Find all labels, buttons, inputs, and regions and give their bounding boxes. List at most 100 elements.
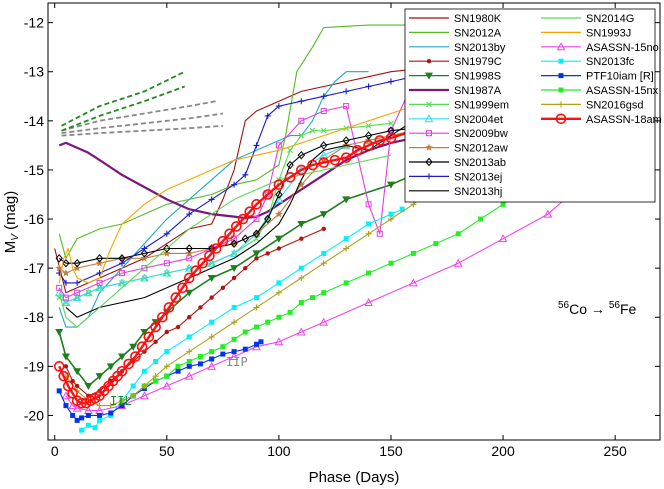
point-asassn-18am [157,311,168,323]
point-ptf10iam-r [186,363,192,369]
point-asassn-15no [140,391,149,400]
point-sn1998s [55,328,64,336]
point-sn2016gsd [253,304,260,311]
point-asassn-18am [284,172,296,183]
legend-label-ptf10iam-r: PTF10iam [R] [586,71,654,83]
point-sn1979c [231,275,237,281]
legend-label-sn1980k: SN1980K [454,13,502,25]
point-sn1998s [252,250,261,258]
point-ptf10iam-r [242,346,248,352]
point-sn2013ej [343,88,350,95]
point-sn2013fc [141,368,147,374]
point-sn1979c [153,339,158,344]
point-sn1979c [187,315,192,320]
legend-marker-sn1998s [425,72,433,80]
point-sn1979c [175,324,181,330]
point-sn2013ej [298,98,305,105]
point-sn2016gsd [118,397,125,404]
point-sn1979c [299,236,304,241]
legend-item-asassn-15no: ASASSN-15no [541,42,659,54]
fe-sup: 56 [609,300,621,311]
point-asassn-18am [307,159,318,171]
point-sn2013ab [275,190,283,199]
point-asassn-15nx [197,354,203,360]
point-asassn-15no [296,327,306,336]
legend-marker-sn1979c [426,59,432,64]
point-sn2012aw [73,264,81,272]
point-sn2013ab [230,239,238,248]
co-arrow: → [587,301,609,317]
point-sn2013ab [364,131,373,140]
legend-label-sn2013by: SN2013by [454,42,506,54]
point-sn2013fc [186,334,192,340]
legend-label-sn2004et: SN2004et [454,114,503,126]
point-sn2016gsd [320,260,327,267]
point-sn2013fc [399,206,405,212]
point-sn2013ej [242,171,249,178]
point-sn2013fc [321,250,327,256]
point-asassn-18am [224,228,235,240]
point-sn2004et [95,283,104,292]
point-asassn-15nx [455,231,461,237]
y-tick-label: -20 [24,407,44,423]
legend-marker-sn2013fc [558,58,564,64]
legend-label-sn2013fc: SN2013fc [586,56,635,68]
legend-marker-sn2013ej [426,173,432,180]
legend-item-sn1993j: SN1993J [541,27,631,39]
point-asassn-18am [262,189,273,200]
point-ptf10iam-r [258,339,264,345]
point-asassn-18am [58,370,69,382]
point-asassn-15nx [209,349,215,355]
point-sn2016gsd [152,373,159,380]
point-sn2013fc [79,427,85,433]
plot-frame [47,2,661,441]
point-sn1979c [63,364,69,369]
legend-item-sn1999em: SN1999em [409,99,509,111]
point-asassn-15nx [164,373,170,379]
legend-marker-sn1999em [426,101,432,108]
point-sn1998s [61,353,70,361]
point-asassn-15nx [500,201,506,207]
legend-item-sn2013ej: SN2013ej [409,171,502,183]
point-sn2013ab [62,258,70,268]
series-line-sn2013ab [58,120,481,264]
point-sn2016gsd [208,333,215,340]
co-sup: 56 [558,300,570,311]
point-sn2009bw [186,255,193,262]
point-asassn-15nx [298,300,304,306]
point-ptf10iam-r [108,410,114,416]
legend-item-ptf10iam-r: PTF10iam [R] [541,71,654,83]
point-asassn-18am [329,154,341,166]
ref-label-iip: IIP [226,355,248,369]
legend-item-sn2012a: SN2012A [409,27,502,39]
point-asassn-18am [177,282,188,294]
series-line-sn1998s [58,61,589,387]
point-asassn-15nx [287,309,293,315]
legend-label-sn2012a: SN2012A [454,27,502,39]
point-sn2012aw [163,249,171,257]
point-asassn-18am [237,213,249,225]
y-tick-label: -19 [24,358,44,374]
point-asassn-18am [340,152,352,163]
point-asassn-15no [68,401,77,410]
point-ptf10iam-r [85,412,91,418]
y-tick-label: -18 [24,309,44,325]
point-sn2009bw [96,279,103,286]
reference-line-iip [61,124,223,137]
legend-item-asassn-15nx: ASASSN-15nx [541,85,659,97]
series-line-sn2012a [58,24,414,259]
point-sn2013fc [276,280,282,286]
point-asassn-18am [210,243,222,254]
point-sn1999em [298,132,305,139]
point-sn1998s [84,382,93,390]
legend-marker-sn2013ab [425,157,433,167]
point-asassn-15nx [410,250,416,256]
point-sn1998s [319,211,328,219]
point-sn2009bw [163,260,170,267]
point-sn1998s [162,309,171,317]
series-sn1980k [54,61,459,294]
point-asassn-18am [183,272,195,284]
point-ptf10iam-r [175,368,181,374]
point-asassn-18am [130,351,141,362]
point-asassn-15nx [253,324,259,330]
